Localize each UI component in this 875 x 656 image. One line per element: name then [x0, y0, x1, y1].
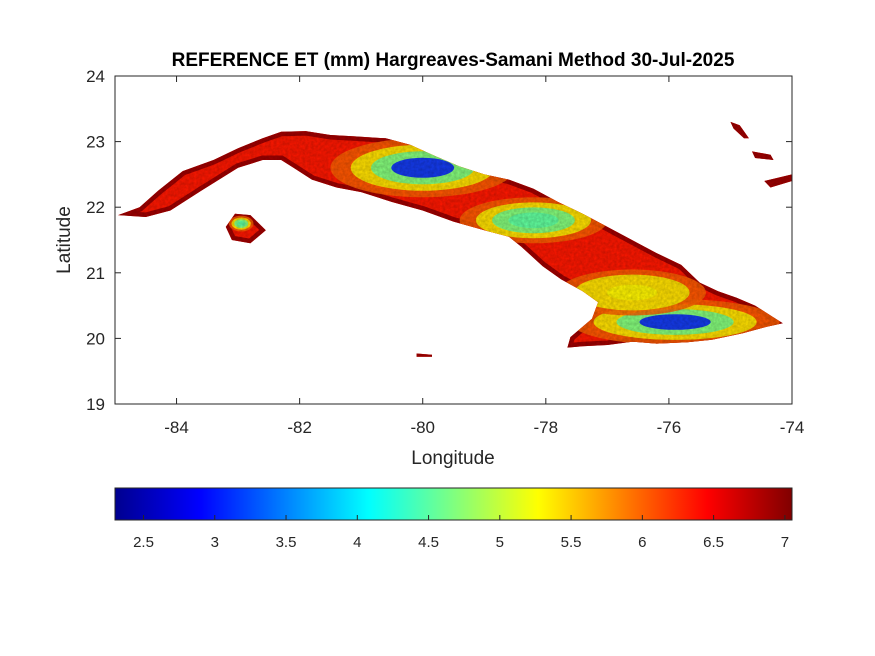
y-tick-label: 22 [86, 198, 105, 217]
colorbar-tick-label: 6.5 [703, 534, 724, 551]
colorbar-tick-label: 7 [781, 534, 789, 551]
texture [416, 353, 432, 357]
colorbar-tick-label: 4 [353, 534, 361, 551]
y-tick-label: 21 [86, 264, 105, 283]
x-tick-label: -80 [410, 418, 435, 437]
colorbar-ticks: 2.5 3 3.5 4 4.5 5 5.5 6 6.5 7 [133, 515, 789, 551]
texture [752, 151, 774, 160]
axes-box [114, 75, 793, 405]
colorbar [114, 487, 793, 521]
colorbar-tick-label: 6 [638, 534, 646, 551]
x-axis-label: Longitude [411, 448, 494, 469]
y-tick-label: 19 [86, 395, 105, 414]
colorbar-tick-label: 3.5 [276, 534, 297, 551]
colorbar-tick-label: 5 [496, 534, 504, 551]
x-tick-label: -78 [534, 418, 559, 437]
x-tick-label: -82 [287, 418, 312, 437]
plot-area [115, 76, 792, 404]
colorbar-tick-label: 3 [211, 534, 219, 551]
colorbar-tick-label: 5.5 [561, 534, 582, 551]
colorbar-tick-label: 2.5 [133, 534, 154, 551]
y-tick-label: 23 [86, 133, 105, 152]
landmass-south-cay-detail [416, 353, 432, 357]
y-axis-label: Latitude [54, 206, 75, 274]
y-tick-label: 24 [86, 67, 105, 86]
x-tick-label: -74 [780, 418, 805, 437]
colorbar-tick-label: 4.5 [418, 534, 439, 551]
x-tick-label: -84 [164, 418, 189, 437]
y-axis: 19 20 21 22 23 24 [86, 67, 792, 414]
y-tick-label: 20 [86, 329, 105, 348]
x-tick-label: -76 [657, 418, 682, 437]
x-axis: -84 -82 -80 -78 -76 -74 [164, 76, 804, 437]
chart-title: REFERENCE ET (mm) Hargreaves-Samani Meth… [172, 50, 735, 71]
